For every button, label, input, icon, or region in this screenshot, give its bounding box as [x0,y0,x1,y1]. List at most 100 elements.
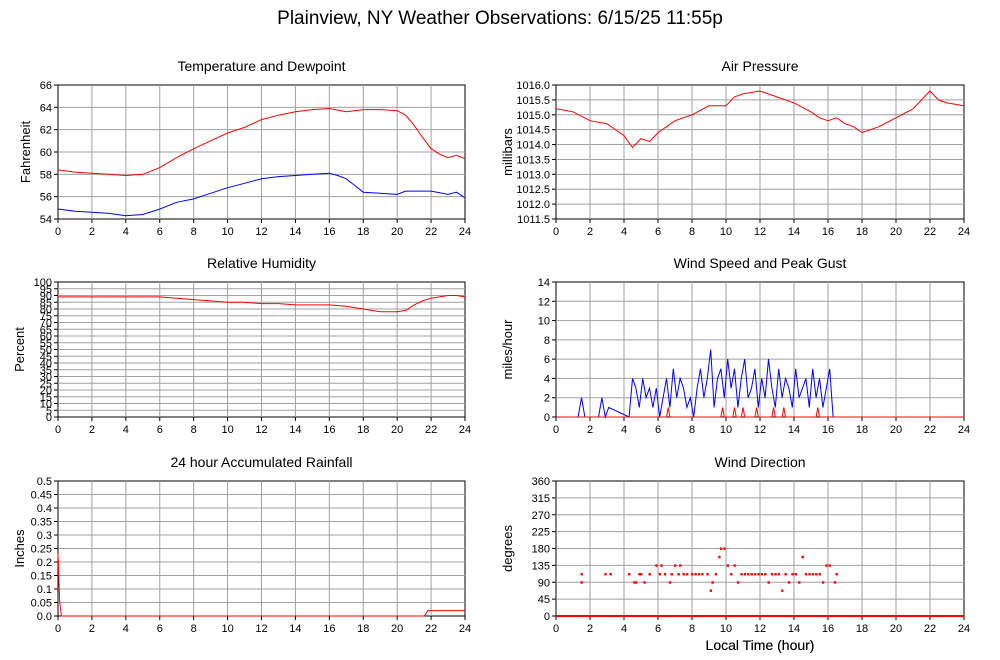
pressure-ytick-label: 1014.5 [516,125,550,137]
pressure-xtick-label: 12 [754,226,766,238]
humidity-ylabel: Percent [12,327,27,372]
wind-xtick-label: 18 [856,424,868,436]
rain-ytick-label: 0.4 [37,503,52,515]
direction-point [685,573,689,576]
humidity-xtick-label: 22 [425,424,437,436]
pressure-title: Air Pressure [721,58,798,74]
humidity-xtick-label: 4 [123,424,129,436]
direction-point [580,573,583,576]
direction-point [660,564,663,567]
temp-ytick-label: 66 [40,80,52,92]
direction-point [691,573,694,576]
temp-xtick-label: 14 [289,226,301,238]
direction-point [730,573,733,576]
direction-xlabel: Local Time (hour) [706,637,815,653]
direction-point [719,547,723,550]
direction-point [634,581,638,584]
humidity-ytick-label: 25 [40,378,52,390]
temp-series-1-line [57,172,466,217]
direction-xtick-label: 16 [822,623,834,635]
humidity-xtick-label: 12 [255,424,267,436]
direction-ytick-label: 0 [544,611,550,623]
direction-point [677,573,680,576]
direction-xtick-label: 2 [587,623,593,635]
rain-ytick-label: 0.1 [37,584,52,596]
direction-point [760,573,764,576]
temp-xtick-label: 20 [391,226,403,238]
wind-xtick-label: 4 [621,424,627,436]
direction-point [638,573,641,576]
pressure-ytick-label: 1013.5 [516,154,550,166]
rain-xtick-label: 24 [459,623,471,635]
temp-xtick-label: 22 [425,226,437,238]
x-axis-label: Local Time (hour) [706,637,815,653]
direction-ytick-label: 45 [538,594,550,606]
direction-point [679,564,682,567]
wind-series-0-line [556,349,964,419]
direction-point [750,573,753,576]
temp-xtick-label: 6 [157,226,163,238]
direction-ytick-label: 135 [532,560,550,572]
rain-xtick-label: 14 [289,623,301,635]
rain-ytick-label: 0.3 [37,530,52,542]
humidity-xtick-label: 0 [55,424,61,436]
wind-ytick-label: 14 [538,277,550,289]
rain-series-0-line [57,553,465,617]
pressure-xtick-label: 10 [720,226,732,238]
rain-xtick-label: 16 [323,623,335,635]
wind-ytick-label: 12 [538,296,550,308]
wind-xtick-label: 24 [958,424,970,436]
rain-ytick-label: 0.0 [37,611,52,623]
humidity-ytick-label: 10 [40,399,52,411]
direction-point [811,573,815,576]
direction-point [668,581,672,584]
rain-xtick-label: 8 [191,623,197,635]
pressure-ylabel: millibars [500,128,515,176]
humidity-ytick-label: 40 [40,358,52,370]
pressure-xtick-label: 18 [856,226,868,238]
direction-xtick-label: 24 [958,623,970,635]
pressure-ytick-label: 1012.0 [516,199,550,211]
direction-point [714,573,718,576]
direction-point [774,573,777,576]
direction-point [804,573,808,576]
direction-ytick-label: 90 [538,577,550,589]
humidity-ytick-label: 100 [34,277,52,289]
direction-point [781,589,784,592]
wind-ylabel: miles/hour [500,319,515,380]
page-title: Plainview, NY Weather Observations: 6/15… [277,8,723,29]
direction-ytick-label: 315 [532,493,550,505]
pressure-series-0-line [555,90,965,149]
direction-point [821,581,825,584]
humidity-ytick-label: 90 [40,291,52,303]
direction-ytick-label: 225 [532,527,550,539]
temp-xtick-label: 2 [89,226,95,238]
humidity-ytick-label: 30 [40,372,52,384]
direction-xtick-label: 20 [890,623,902,635]
temp-ylabel: Fahrenheit [18,121,33,184]
direction-point [682,573,685,576]
humidity-xtick-label: 2 [89,424,95,436]
wind-xtick-label: 20 [890,424,902,436]
direction-point [711,581,714,584]
direction-xtick-label: 18 [856,623,868,635]
humidity-ytick-label: 65 [40,324,52,336]
wind-xtick-label: 10 [720,424,732,436]
direction-title: Wind Direction [714,454,805,470]
pressure-ytick-label: 1012.5 [516,184,550,196]
direction-point [777,573,781,576]
direction-point [787,581,791,584]
rain-xtick-label: 4 [123,623,129,635]
temp-xtick-label: 18 [357,226,369,238]
pressure-ytick-label: 1013.0 [516,169,550,181]
humidity-ytick-label: 45 [40,351,52,363]
direction-xtick-label: 22 [924,623,936,635]
direction-point [658,573,662,576]
temp-series-0-line [57,107,466,177]
pressure-xtick-label: 6 [655,226,661,238]
wind-title: Wind Speed and Peak Gust [674,255,847,271]
wind-ytick-label: 6 [544,354,550,366]
